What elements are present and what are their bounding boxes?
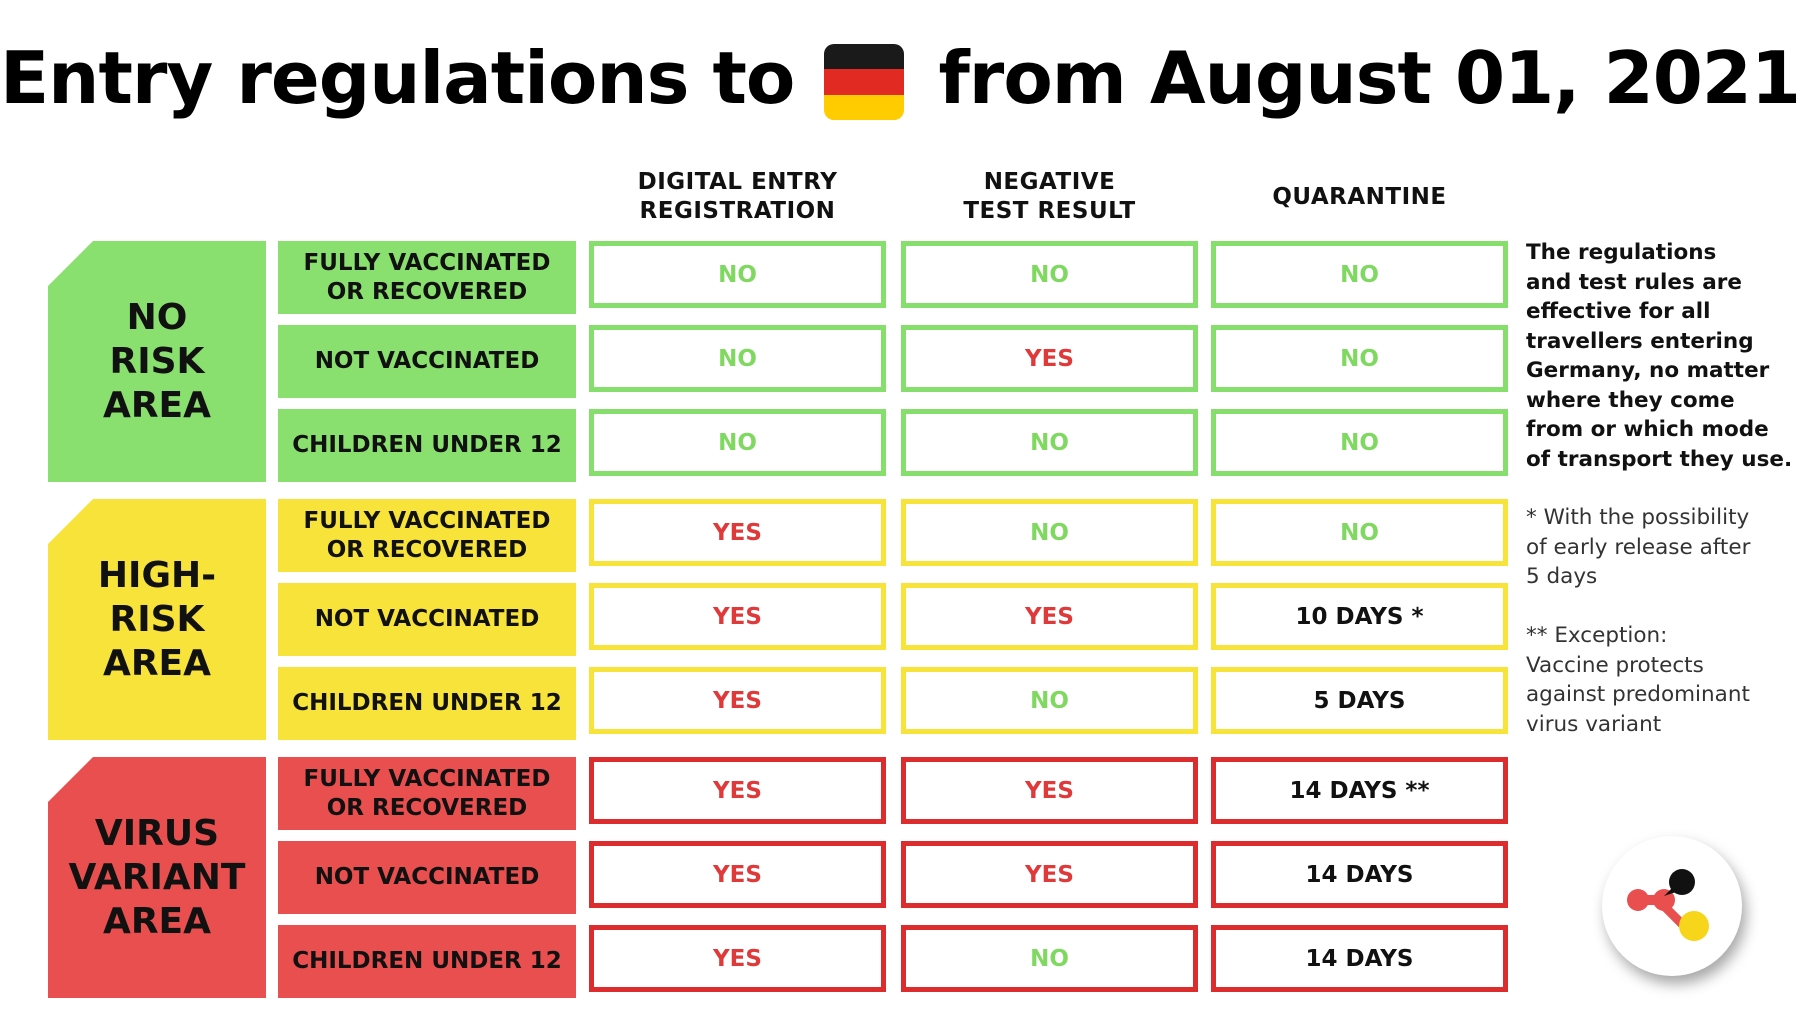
note-line: effective for all: [1526, 299, 1711, 324]
category-label-line: OR RECOVERED: [326, 536, 528, 563]
footnote-early-release: * With the possibility of early release …: [1526, 503, 1796, 592]
cell-value: NO: [589, 241, 886, 308]
cell-value: NO: [1211, 241, 1508, 308]
area-high-risk: HIGH- RISK AREA: [48, 499, 266, 740]
area-name-line: AREA: [102, 384, 212, 426]
note-line: of transport they use.: [1526, 446, 1793, 472]
category-label-line: FULLY VACCINATED: [303, 249, 551, 276]
page-title: Entry regulations to from August 01, 202…: [0, 28, 1800, 128]
note-line: * With the possibility: [1526, 505, 1750, 530]
column-header-digital-entry: DIGITAL ENTRY REGISTRATION: [589, 166, 886, 228]
brand-logo-graphic: [1627, 869, 1709, 941]
category-children-under-12: CHILDREN UNDER 12: [278, 409, 576, 482]
category-label-line: OR RECOVERED: [326, 794, 528, 821]
cell-value: NO: [901, 499, 1198, 566]
category-label-line: OR RECOVERED: [326, 278, 528, 305]
cell-value: YES: [589, 925, 886, 992]
column-header-negative-test: NEGATIVE TEST RESULT: [901, 166, 1198, 228]
area-no-risk: NO RISK AREA: [48, 241, 266, 482]
area-virus-variant: VIRUS VARIANT AREA: [48, 757, 266, 998]
note-line: The regulations: [1526, 240, 1717, 265]
cell-value: 10 DAYS *: [1211, 583, 1508, 650]
category-children-under-12: CHILDREN UNDER 12: [278, 667, 576, 740]
note-line: where they come: [1526, 387, 1735, 413]
title-after-flag: from August 01, 2021: [938, 36, 1800, 120]
cell-value: 5 DAYS: [1211, 667, 1508, 734]
cell-value: YES: [589, 583, 886, 650]
category-fully-vaccinated: FULLY VACCINATED OR RECOVERED: [278, 757, 576, 830]
cell-value: YES: [589, 841, 886, 908]
category-label-line: CHILDREN UNDER 12: [292, 948, 562, 974]
category-not-vaccinated: NOT VACCINATED: [278, 841, 576, 914]
area-name-line: VIRUS: [94, 812, 220, 854]
cell-value: NO: [1211, 499, 1508, 566]
column-header-quarantine: QUARANTINE: [1211, 166, 1508, 228]
note-line: ** Exception:: [1526, 623, 1668, 648]
category-not-vaccinated: NOT VACCINATED: [278, 325, 576, 398]
column-header-line: TEST RESULT: [963, 198, 1136, 224]
category-label-line: FULLY VACCINATED: [303, 765, 551, 792]
note-line: against predominant: [1526, 682, 1750, 707]
area-name-line: AREA: [102, 642, 212, 684]
cell-value: NO: [901, 241, 1198, 308]
category-label-line: CHILDREN UNDER 12: [292, 432, 562, 458]
cell-value: NO: [901, 409, 1198, 476]
category-fully-vaccinated: FULLY VACCINATED OR RECOVERED: [278, 499, 576, 572]
category-not-vaccinated: NOT VACCINATED: [278, 583, 576, 656]
area-name-line: RISK: [109, 598, 205, 640]
category-label-line: FULLY VACCINATED: [303, 507, 551, 534]
cell-value: NO: [589, 409, 886, 476]
cell-value: YES: [589, 757, 886, 824]
cell-value: YES: [901, 757, 1198, 824]
cell-value: YES: [589, 667, 886, 734]
column-header-line: NEGATIVE: [983, 169, 1116, 195]
note-line: Vaccine protects: [1526, 652, 1704, 678]
category-label-line: NOT VACCINATED: [314, 348, 540, 374]
title-before-flag: Entry regulations to: [0, 36, 795, 120]
area-name-line: HIGH-: [97, 554, 217, 596]
note-line: virus variant: [1526, 711, 1662, 737]
category-label-line: NOT VACCINATED: [314, 864, 540, 890]
note-line: from or which mode: [1526, 417, 1769, 442]
cell-value: NO: [901, 667, 1198, 734]
note-line: travellers entering: [1526, 328, 1754, 354]
area-name-line: RISK: [109, 340, 205, 382]
area-name-line: NO: [126, 296, 188, 338]
column-header-line: QUARANTINE: [1272, 183, 1447, 210]
cell-value: NO: [1211, 409, 1508, 476]
cell-value: 14 DAYS **: [1211, 757, 1508, 824]
area-name-line: VARIANT: [68, 856, 246, 898]
note-line: 5 days: [1526, 564, 1598, 589]
category-children-under-12: CHILDREN UNDER 12: [278, 925, 576, 998]
note-line: and test rules are: [1526, 269, 1742, 295]
note-line: of early release after: [1526, 534, 1751, 560]
note-line: Germany, no matter: [1526, 358, 1770, 383]
column-header-line: DIGITAL ENTRY: [637, 169, 838, 195]
cell-value: YES: [901, 841, 1198, 908]
cell-value: YES: [901, 583, 1198, 650]
regulations-note: The regulations and test rules are effec…: [1526, 238, 1796, 474]
cell-value: YES: [901, 325, 1198, 392]
area-name-line: AREA: [102, 900, 212, 942]
category-label-line: NOT VACCINATED: [314, 606, 540, 632]
cell-value: NO: [589, 325, 886, 392]
footnote-exception: ** Exception: Vaccine protects against p…: [1526, 621, 1796, 739]
cell-value: 14 DAYS: [1211, 841, 1508, 908]
column-header-line: REGISTRATION: [639, 198, 836, 224]
brand-logo-icon: [1602, 836, 1742, 976]
germany-flag-icon: [824, 44, 905, 120]
cell-value: NO: [1211, 325, 1508, 392]
cell-value: 14 DAYS: [1211, 925, 1508, 992]
category-fully-vaccinated: FULLY VACCINATED OR RECOVERED: [278, 241, 576, 314]
category-label-line: CHILDREN UNDER 12: [292, 690, 562, 716]
cell-value: YES: [589, 499, 886, 566]
cell-value: NO: [901, 925, 1198, 992]
